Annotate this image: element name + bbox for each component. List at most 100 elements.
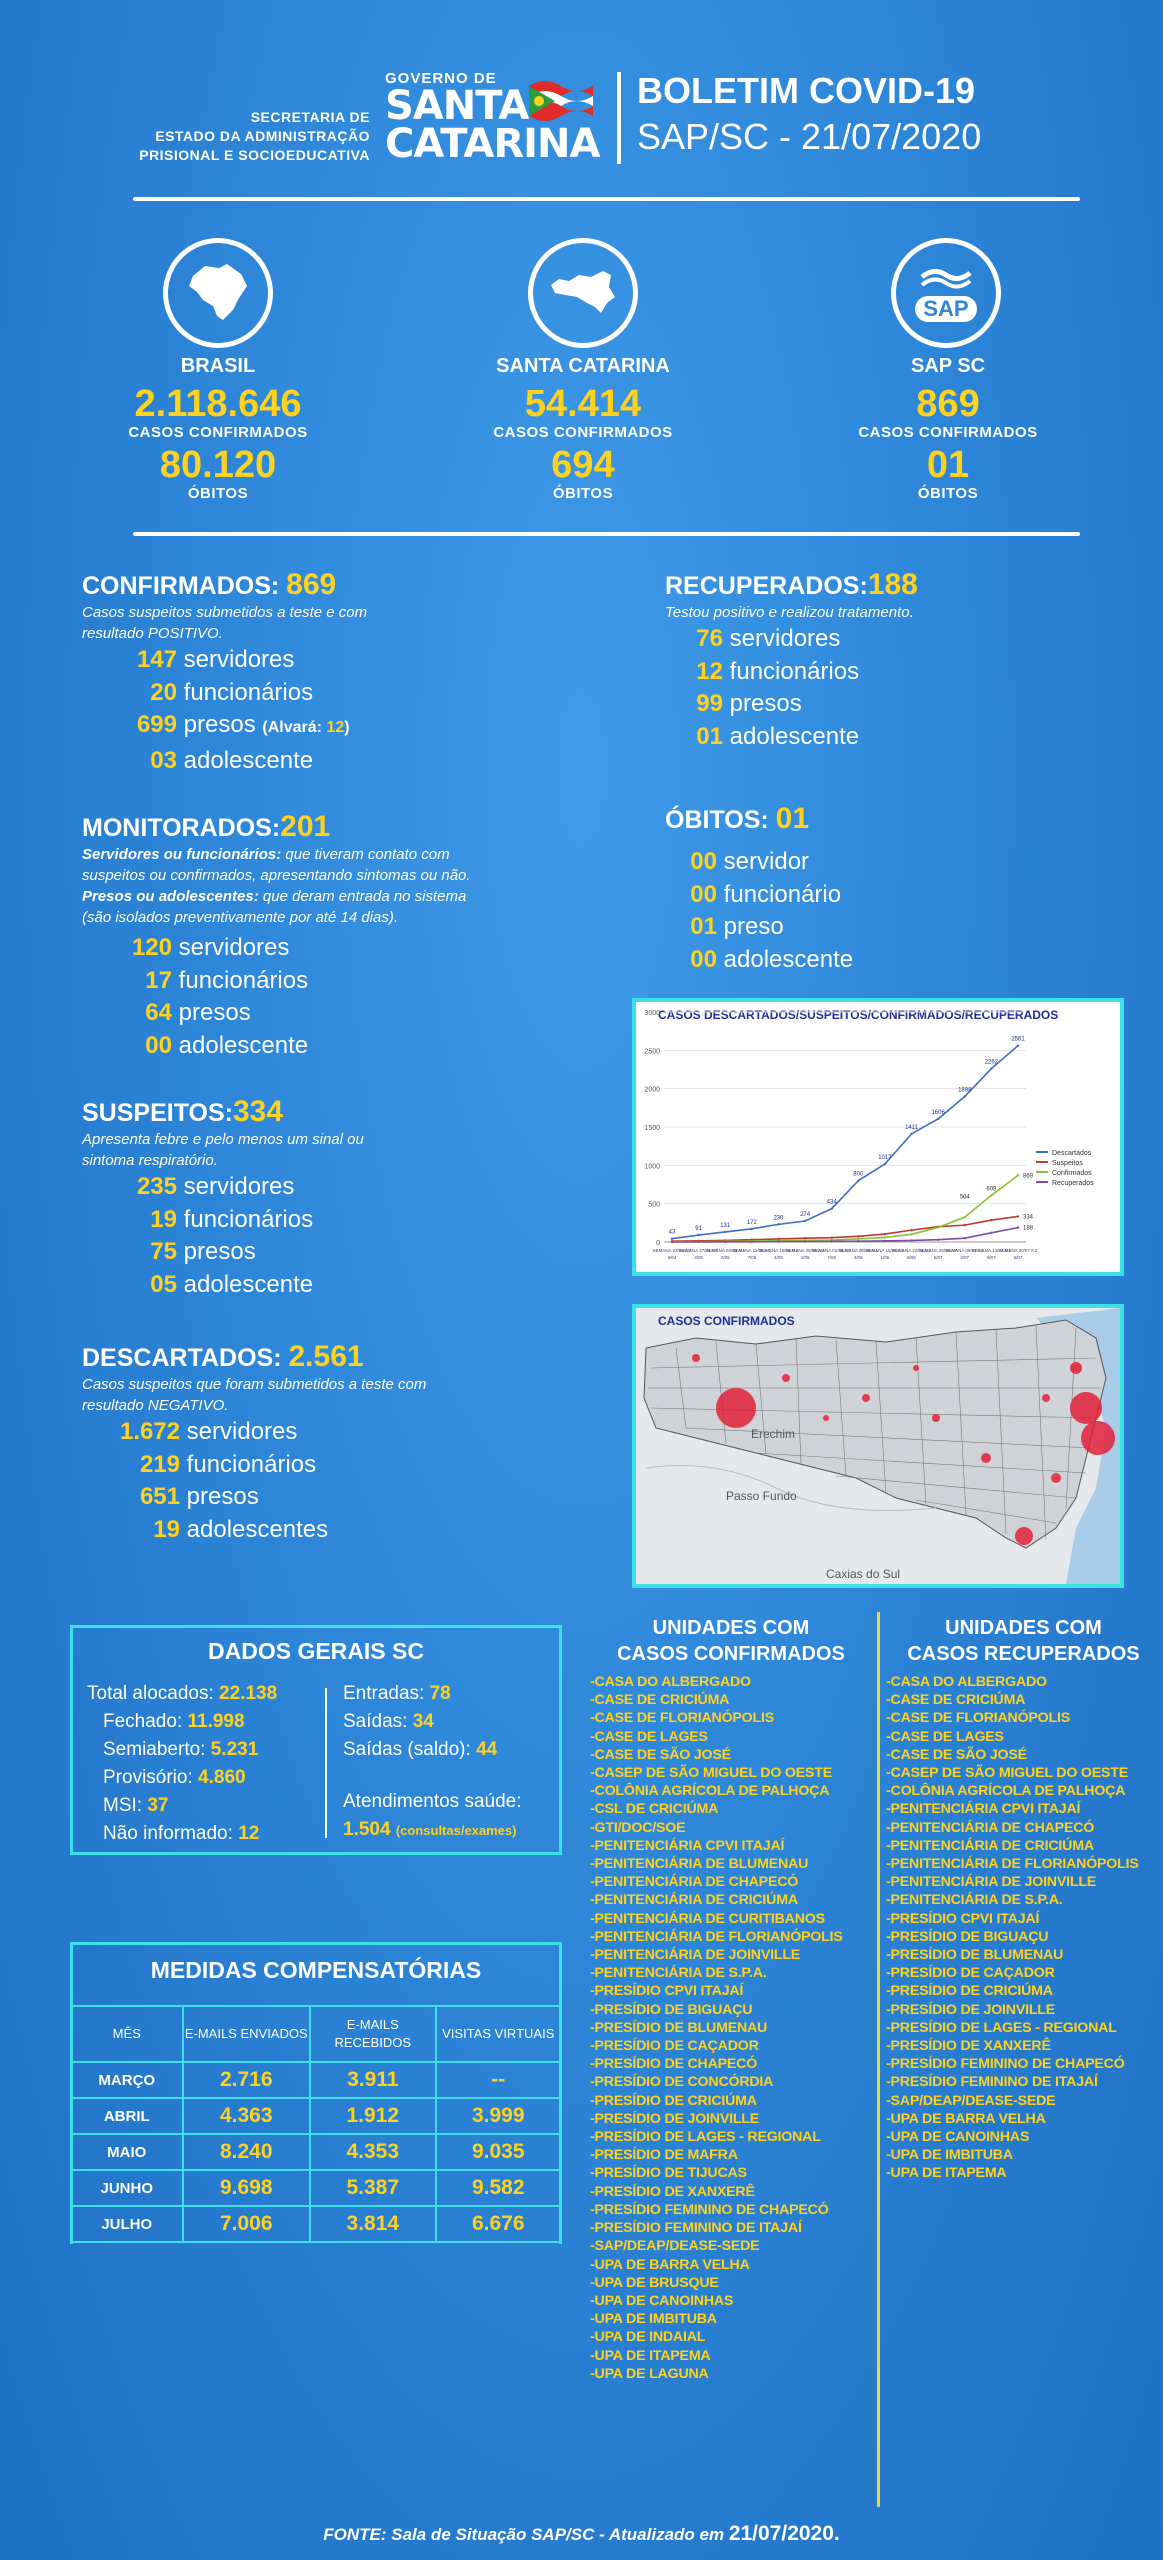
y-tick-label: 0: [656, 1240, 660, 1247]
stat-deaths: 01: [926, 444, 970, 486]
data-point: [830, 1240, 833, 1243]
logo-gov-text: GOVERNO DE: [385, 70, 497, 87]
row: 05 adolescente: [92, 1269, 602, 1302]
desc-line: (são isolados preventivamente por até 14…: [82, 909, 399, 926]
dg-label: Semiaberto:: [103, 1739, 211, 1760]
unit-list-item: -UPA DE INDAIAL: [590, 2329, 706, 2346]
stat-deaths-label: ÓBITOS: [552, 485, 614, 502]
row-label: adolescente: [183, 1270, 314, 1298]
sap-icon-text: SAP: [915, 295, 977, 322]
alvara-label: (Alvará:: [262, 719, 327, 736]
value-cell: 4.353: [308, 2133, 437, 2171]
row-value: 699: [136, 711, 177, 738]
section-total: 2.561: [288, 1340, 364, 1373]
unit-list-item: -GTI/DOC/SOE: [590, 1819, 686, 1836]
x-tick-label: SEMANA 04/05 A 1: [706, 1248, 745, 1253]
unit-list-item: -PRESÍDIO DE XANXERÊ: [886, 2038, 1051, 2055]
alvara-note: (Alvará: 12): [262, 719, 349, 736]
x-tick-label: 3/05: [694, 1255, 703, 1260]
unit-list-item: -PENITENCIÁRIA DE CRICIÚMA: [886, 1837, 1094, 1854]
y-tick-label: 500: [648, 1202, 660, 1209]
data-label: 800: [853, 1172, 864, 1178]
data-label: 43: [669, 1230, 676, 1236]
row-label: funcionários: [183, 1205, 314, 1233]
row: 699 presos (Alvará: 12): [92, 709, 602, 745]
row-value: 01: [696, 722, 723, 750]
obitos-title: ÓBITOS: 01: [665, 802, 1115, 836]
unit-list-item: -UPA DE CANOINHAS: [590, 2292, 734, 2309]
dg-label: Provisório:: [103, 1767, 199, 1788]
sap-logo-icon: SAP: [891, 238, 1001, 348]
data-point: [883, 1162, 887, 1166]
data-label: 230: [773, 1215, 784, 1221]
data-label: 131: [720, 1223, 731, 1229]
unit-list-item: -UPA DE CANOINHAS: [886, 2129, 1030, 2146]
desc-bold: Servidores ou funcionários:: [82, 846, 282, 863]
data-point: [857, 1237, 860, 1241]
dg-value: 22.138: [219, 1683, 278, 1704]
case-marker: [1051, 1473, 1061, 1483]
unit-list-item: -CASE DE CRICIÚMA: [590, 1692, 730, 1709]
row: 17 funcionários: [92, 965, 622, 998]
data-point: [910, 1132, 913, 1136]
x-tick-label: SEMANA 29/06 A 0: [919, 1248, 958, 1253]
unit-list-item: -CASE DE CRICIÚMA: [886, 1692, 1026, 1709]
value-cell: 2.716: [181, 2061, 311, 2099]
row-label: presos: [729, 690, 802, 717]
desc-line: sintoma respiratório.: [82, 1152, 218, 1169]
case-markers: [692, 1354, 1115, 1545]
unit-list-item: -COLÔNIA AGRÍCOLA DE PALHOÇA: [590, 1783, 830, 1800]
row-label: presos: [178, 999, 251, 1026]
logo-line1: SANTA: [385, 83, 529, 129]
data-point: [936, 1117, 940, 1121]
atendimentos-label: Atendimentos saúde:: [343, 1791, 522, 1812]
unit-list-item: -PRESÍDIO DE CRICIÚMA: [590, 2092, 757, 2109]
section-label: CONFIRMADOS:: [82, 572, 280, 600]
stat-cases-label: CASOS CONFIRMADOS: [858, 424, 1038, 441]
dg-row: Semiaberto: 5.231: [87, 1736, 277, 1764]
row-label: presos: [186, 1483, 259, 1510]
series-line: [671, 1215, 1019, 1243]
data-label: 2561: [1011, 1037, 1025, 1043]
case-marker: [782, 1374, 790, 1382]
case-marker: [932, 1414, 940, 1422]
dados-gerais-title: DADOS GERAIS SC: [208, 1638, 424, 1664]
x-tick-label: 4/05: [774, 1255, 783, 1260]
data-point: [910, 1239, 913, 1242]
row-value: 99: [696, 690, 723, 717]
desc-line: resultado POSITIVO.: [82, 625, 223, 642]
data-point: [883, 1232, 887, 1236]
row: 147 servidores: [92, 644, 602, 677]
data-point: [1016, 1226, 1020, 1229]
x-tick-label: 7/06: [827, 1255, 836, 1260]
row-value: 76: [696, 625, 723, 652]
y-tick-label: 2500: [644, 1048, 660, 1055]
row-value: 20: [150, 678, 177, 706]
row: 76 servidores: [675, 623, 1115, 656]
value-cell: 9.035: [434, 2133, 563, 2171]
row: 19 adolescentes: [92, 1514, 602, 1547]
recuperados-desc: Testou positivo e realizou tratamento.: [665, 604, 914, 621]
row-label: servidores: [729, 625, 841, 652]
data-point: [1016, 1215, 1020, 1218]
x-tick-label: SEMANA 13/07 A 1: [972, 1248, 1011, 1253]
unit-list-item: -CASE DE FLORIANÓPOLIS: [886, 1710, 1070, 1727]
unit-list-item: -PRESÍDIO DE JOINVILLE: [590, 2110, 760, 2127]
x-tick-label: 1/06: [881, 1255, 890, 1260]
governo-logo: GOVERNO DE SANTA CATARINA: [385, 70, 610, 164]
row: 00 adolescente: [665, 944, 1115, 977]
unidades-recuperados: UNIDADES COM CASOS RECUPERADOS -CASA DO …: [886, 1615, 1161, 2183]
row-label: servidor: [723, 848, 810, 875]
dg-row: Provisório: 4.860: [87, 1764, 277, 1792]
unit-list-item: -PRESÍDIO DE CAÇADOR: [590, 2038, 759, 2055]
row-label: funcionários: [186, 1450, 317, 1478]
data-label: 869: [1023, 1173, 1034, 1179]
row-value: 1.672: [119, 1418, 180, 1445]
row-label: servidores: [178, 934, 290, 961]
month-cell: JUNHO: [70, 2169, 184, 2207]
unidades-confirmados-list: -CASA DO ALBERGADO -CASE DE CRICIÚMA -CASE…: [590, 1673, 872, 2383]
confirmados-title: CONFIRMADOS: 869: [82, 568, 602, 602]
secretaria-line: ESTADO DA ADMINISTRAÇÃO: [155, 128, 370, 144]
unit-list-item: -PENITENCIÁRIA DE CHAPECÓ: [590, 1874, 799, 1891]
suspeitos-title: SUSPEITOS:334: [82, 1095, 602, 1129]
